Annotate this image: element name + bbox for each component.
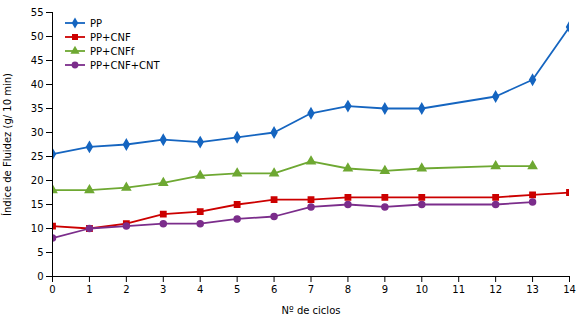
svg-text:8: 8 [345,284,351,295]
svg-text:Nº de ciclos: Nº de ciclos [282,305,341,316]
svg-text:12: 12 [489,284,502,295]
svg-text:Índice de Fluidez (g/ 10 min): Índice de Fluidez (g/ 10 min) [1,73,13,216]
svg-text:2: 2 [123,284,129,295]
svg-text:5: 5 [234,284,240,295]
svg-text:35: 35 [31,103,44,114]
svg-text:40: 40 [31,79,44,90]
svg-text:7: 7 [308,284,314,295]
svg-text:0: 0 [49,284,55,295]
svg-text:6: 6 [271,284,277,295]
html-text:PP+CNF: PP+CNF [90,31,131,43]
svg-text:25: 25 [31,151,44,162]
svg-text:55: 55 [31,7,44,18]
svg-text:3: 3 [160,284,166,295]
svg-text:13: 13 [526,284,539,295]
svg-text:10: 10 [415,284,428,295]
svg-text:14: 14 [563,284,576,295]
svg-text:15: 15 [31,199,44,210]
svg-text:11: 11 [452,284,465,295]
svg-text:4: 4 [197,284,203,295]
html-text:PP: PP [90,17,103,29]
svg-text:9: 9 [382,284,388,295]
svg-text:10: 10 [31,223,44,234]
svg-text:5: 5 [37,247,43,258]
svg-text:0: 0 [37,271,43,282]
html-text:PP+CNFf: PP+CNFf [90,45,135,57]
svg-text:45: 45 [31,55,44,66]
svg-text:30: 30 [31,127,44,138]
svg-text:1: 1 [86,284,92,295]
svg-text:20: 20 [31,175,44,186]
html-text:PP+CNF+CNT: PP+CNF+CNT [90,59,160,71]
svg-text:50: 50 [31,31,44,42]
